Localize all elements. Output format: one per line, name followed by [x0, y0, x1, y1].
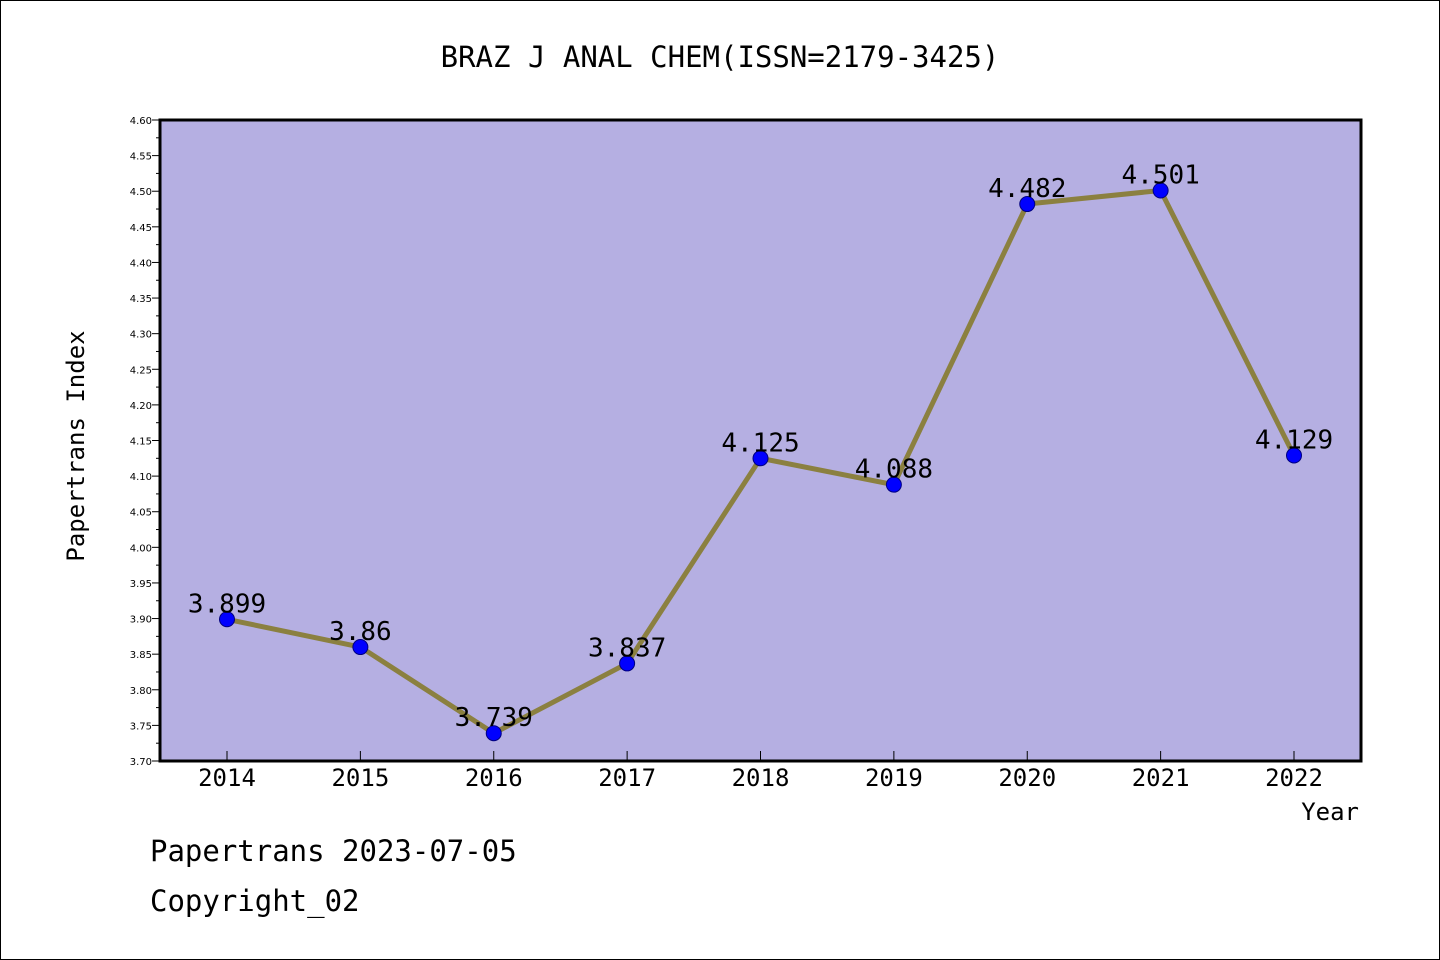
y-tick-label: 3.70 — [130, 757, 152, 768]
data-label: 4.501 — [1121, 161, 1199, 191]
x-axis-ticks: 2014 2015 2016 2017 2018 2019 2020 2021 2022 — [198, 751, 1323, 792]
data-label: 3.86 — [329, 617, 392, 647]
data-point — [1286, 447, 1302, 464]
x-tick-label: 2022 — [1265, 764, 1323, 792]
y-tick-label: 4.00 — [130, 543, 152, 554]
y-tick-label: 4.20 — [130, 401, 152, 412]
plot-border — [158, 118, 1363, 763]
y-tick-label: 4.15 — [130, 437, 152, 448]
x-tick-label: 2018 — [732, 764, 790, 792]
data-label: 4.482 — [988, 174, 1066, 204]
data-point — [752, 450, 769, 467]
data-point — [485, 725, 502, 742]
y-tick-label: 3.75 — [130, 721, 152, 732]
data-label: 3.837 — [588, 633, 666, 663]
y-tick-label: 3.85 — [130, 650, 152, 661]
y-tick-label: 4.55 — [130, 152, 152, 163]
data-point — [619, 655, 636, 672]
chart-title: BRAZ J ANAL CHEM(ISSN=2179-3425) — [441, 40, 1000, 74]
footer-copyright: Copyright_02 — [150, 884, 360, 918]
x-tick-label: 2016 — [465, 764, 523, 792]
y-axis-label: Papertrans Index — [62, 330, 90, 561]
data-label: 4.125 — [721, 428, 799, 458]
y-tick-label: 4.60 — [130, 116, 152, 127]
data-label: 4.129 — [1255, 425, 1333, 455]
data-point — [885, 476, 902, 493]
y-tick-label: 4.05 — [130, 508, 152, 519]
data-labels: 3.899 3.86 3.739 3.837 4.125 4.088 4.482 4.501 4… — [188, 161, 1333, 734]
x-tick-label: 2019 — [865, 764, 923, 792]
footer-date: Papertrans 2023-07-05 — [150, 834, 517, 868]
data-point — [1019, 196, 1036, 213]
y-tick-label: 4.40 — [130, 258, 152, 269]
data-point — [219, 611, 235, 628]
data-point — [352, 639, 369, 656]
data-point — [1152, 182, 1169, 199]
y-tick-label: 4.35 — [130, 294, 152, 305]
y-tick-label: 3.90 — [130, 615, 152, 626]
y-tick-label: 4.45 — [130, 223, 152, 234]
x-tick-label: 2017 — [598, 764, 656, 792]
y-tick-label: 4.50 — [130, 187, 152, 198]
data-label: 3.899 — [188, 589, 266, 619]
data-label: 4.088 — [855, 455, 933, 485]
y-tick-label: 3.95 — [130, 579, 152, 590]
x-tick-label: 2021 — [1132, 764, 1190, 792]
y-axis-ticks: 3.70 3.75 3.80 3.85 3.90 3.95 4.00 4.05 4.10 4.15… — [130, 116, 160, 768]
x-tick-label: 2015 — [331, 764, 389, 792]
y-tick-label: 3.80 — [130, 686, 152, 697]
x-axis-label: Year — [1301, 798, 1359, 826]
x-tick-label: 2020 — [998, 764, 1056, 792]
data-label: 3.739 — [455, 703, 533, 733]
x-tick-label: 2014 — [198, 764, 256, 792]
y-tick-label: 4.10 — [130, 472, 152, 483]
y-tick-label: 4.25 — [130, 365, 152, 376]
y-tick-label: 4.30 — [130, 330, 152, 341]
data-series — [219, 182, 1302, 742]
